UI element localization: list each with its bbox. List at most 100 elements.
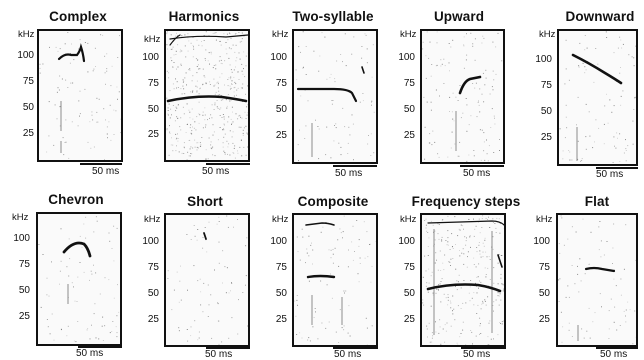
noise-speck — [209, 138, 210, 139]
noise-speck — [192, 91, 193, 92]
noise-speck — [198, 69, 199, 70]
noise-speck — [199, 338, 200, 339]
noise-speck — [106, 68, 107, 69]
noise-speck — [599, 249, 600, 250]
noise-speck — [473, 292, 474, 293]
noise-speck — [478, 102, 479, 103]
noise-speck — [458, 281, 459, 282]
noise-speck — [246, 118, 247, 119]
vocalization-trace — [168, 97, 246, 102]
noise-speck — [212, 104, 213, 105]
noise-speck — [482, 36, 483, 37]
noise-speck — [459, 275, 460, 276]
khz-label: kHz — [539, 29, 555, 40]
noise-speck — [241, 118, 242, 119]
noise-speck — [348, 333, 349, 334]
noise-speck — [459, 156, 460, 157]
noise-speck — [186, 72, 187, 73]
noise-speck — [483, 256, 484, 257]
tick-100: 100 — [135, 52, 159, 63]
noise-speck — [452, 296, 453, 297]
noise-speck — [478, 263, 479, 264]
noise-speck — [211, 148, 212, 149]
scale-bar — [333, 165, 377, 167]
noise-speck — [193, 265, 194, 266]
noise-speck — [447, 323, 448, 324]
noise-speck — [478, 288, 479, 289]
noise-speck — [108, 121, 109, 122]
noise-speck — [192, 148, 193, 149]
vocalization-trace — [298, 89, 356, 101]
noise-speck — [191, 326, 192, 327]
panel-title: Flat — [585, 194, 609, 209]
noise-speck — [227, 39, 228, 40]
scale-bar-label: 50 ms — [596, 169, 623, 180]
noise-speck — [40, 68, 41, 69]
noise-speck — [341, 154, 342, 155]
noise-speck — [614, 322, 615, 323]
noise-speck — [247, 326, 248, 327]
noise-speck — [484, 299, 485, 300]
noise-speck — [206, 251, 207, 252]
noise-speck — [58, 51, 59, 52]
noise-speck — [422, 299, 423, 300]
noise-speck — [230, 86, 231, 87]
noise-speck — [341, 232, 342, 233]
noise-speck — [184, 93, 185, 94]
noise-speck — [586, 149, 587, 150]
noise-speck — [432, 272, 433, 273]
noise-speck — [92, 115, 93, 116]
noise-speck — [110, 105, 111, 106]
noise-speck — [190, 148, 191, 149]
noise-speck — [476, 336, 477, 337]
noise-speck — [82, 247, 83, 248]
scale-bar-label: 50 ms — [92, 166, 119, 177]
noise-speck — [340, 54, 341, 55]
noise-speck — [234, 82, 235, 83]
noise-speck — [600, 293, 601, 294]
noise-speck — [234, 148, 235, 149]
noise-speck — [353, 36, 354, 37]
noise-speck — [203, 127, 204, 128]
noise-speck — [590, 338, 591, 339]
noise-speck — [633, 144, 634, 145]
noise-speck — [485, 252, 486, 253]
noise-speck — [230, 64, 231, 65]
noise-speck — [484, 240, 485, 241]
noise-speck — [227, 79, 228, 80]
noise-speck — [466, 104, 467, 105]
noise-speck — [443, 269, 444, 270]
noise-speck — [214, 65, 215, 66]
noise-speck — [340, 147, 341, 148]
noise-speck — [97, 221, 98, 222]
noise-speck — [197, 147, 198, 148]
noise-speck — [584, 66, 585, 67]
noise-speck — [175, 134, 176, 135]
noise-speck — [461, 308, 462, 309]
noise-speck — [476, 277, 477, 278]
noise-speck — [196, 116, 197, 117]
noise-speck — [452, 310, 453, 311]
noise-speck — [476, 266, 477, 267]
noise-speck — [336, 127, 337, 128]
noise-speck — [166, 98, 167, 99]
noise-speck — [426, 282, 427, 283]
noise-speck — [235, 83, 236, 84]
noise-speck — [348, 266, 349, 267]
noise-speck — [203, 283, 204, 284]
noise-speck — [485, 301, 486, 302]
noise-speck — [67, 32, 68, 33]
noise-speck — [297, 295, 298, 296]
noise-speck — [90, 338, 91, 339]
noise-speck — [226, 216, 227, 217]
noise-speck — [77, 301, 78, 302]
noise-speck — [85, 42, 86, 43]
noise-speck — [105, 84, 106, 85]
noise-speck — [423, 97, 424, 98]
noise-speck — [180, 117, 181, 118]
noise-speck — [190, 127, 191, 128]
khz-label: kHz — [400, 29, 416, 40]
noise-speck — [492, 108, 493, 109]
noise-speck — [97, 122, 98, 123]
noise-speck — [105, 277, 106, 278]
